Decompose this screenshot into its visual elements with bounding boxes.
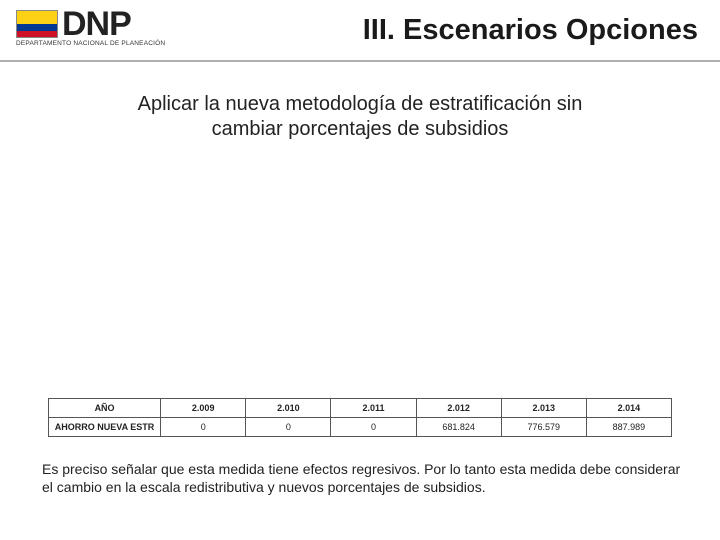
subtitle-line-2: cambiar porcentajes de subsidios (212, 118, 509, 140)
table-header-cell: 2.012 (416, 399, 501, 418)
subtitle: Aplicar la nueva metodología de estratif… (0, 92, 720, 142)
table-header-cell: 2.014 (586, 399, 671, 418)
footnote: Es preciso señalar que esta medida tiene… (42, 460, 682, 496)
table-header-cell: 2.013 (501, 399, 586, 418)
table-header-cell: AÑO (49, 399, 161, 418)
logo-department: DEPARTAMENTO NACIONAL DE PLANEACIÓN (16, 40, 165, 47)
table-row: AHORRO NUEVA ESTR 0 0 0 681.824 776.579 … (49, 418, 672, 437)
colombia-flag-icon (16, 10, 58, 38)
table-header-cell: 2.010 (246, 399, 331, 418)
table-cell: 0 (246, 418, 331, 437)
logo: DNP DEPARTAMENTO NACIONAL DE PLANEACIÓN (16, 10, 165, 47)
table-cell: 0 (161, 418, 246, 437)
table-header-cell: 2.009 (161, 399, 246, 418)
table-cell: 887.989 (586, 418, 671, 437)
table-header-cell: 2.011 (331, 399, 416, 418)
data-table: AÑO 2.009 2.010 2.011 2.012 2.013 2.014 … (48, 398, 672, 437)
table-cell: AHORRO NUEVA ESTR (49, 418, 161, 437)
logo-top-row: DNP (16, 10, 165, 38)
table-header-row: AÑO 2.009 2.010 2.011 2.012 2.013 2.014 (49, 399, 672, 418)
page-title: III. Escenarios Opciones (363, 14, 698, 47)
table-cell: 681.824 (416, 418, 501, 437)
table-cell: 776.579 (501, 418, 586, 437)
header-divider (0, 60, 720, 62)
table-cell: 0 (331, 418, 416, 437)
logo-abbrev: DNP (62, 10, 131, 38)
subtitle-line-1: Aplicar la nueva metodología de estratif… (138, 93, 583, 115)
